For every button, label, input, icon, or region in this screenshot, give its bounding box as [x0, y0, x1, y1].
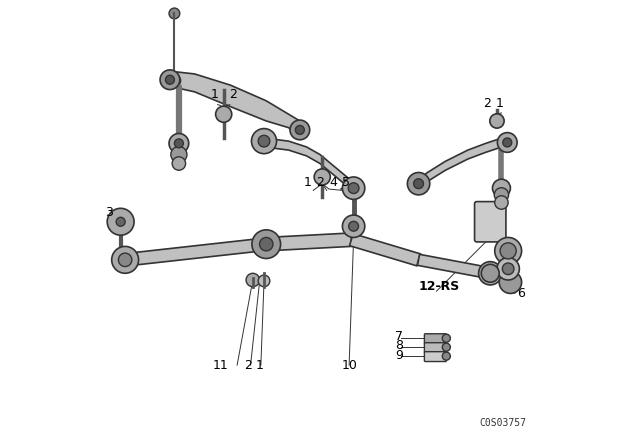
Circle shape	[493, 179, 511, 197]
Polygon shape	[417, 254, 492, 279]
Circle shape	[258, 275, 270, 287]
Circle shape	[172, 157, 186, 170]
Text: 10: 10	[341, 358, 357, 372]
Text: 2: 2	[316, 176, 324, 189]
Circle shape	[246, 273, 260, 287]
Text: 1: 1	[303, 176, 312, 189]
Circle shape	[349, 221, 358, 231]
Text: 8: 8	[396, 339, 403, 353]
Circle shape	[348, 183, 359, 194]
Text: 2: 2	[228, 88, 237, 101]
Polygon shape	[124, 238, 267, 266]
Circle shape	[342, 177, 365, 199]
Circle shape	[108, 208, 134, 235]
Text: 6: 6	[517, 287, 525, 300]
Text: 5: 5	[342, 176, 350, 189]
Circle shape	[494, 188, 509, 202]
FancyBboxPatch shape	[424, 334, 446, 344]
Circle shape	[481, 264, 499, 282]
Circle shape	[442, 352, 451, 360]
Circle shape	[252, 230, 280, 258]
Circle shape	[442, 343, 451, 351]
Circle shape	[497, 258, 520, 280]
Circle shape	[116, 217, 125, 226]
Circle shape	[408, 172, 430, 195]
Circle shape	[413, 179, 424, 189]
Circle shape	[160, 70, 180, 90]
Circle shape	[499, 271, 522, 293]
Circle shape	[252, 129, 276, 154]
Text: 1: 1	[255, 358, 264, 372]
Circle shape	[479, 262, 502, 285]
Circle shape	[497, 133, 517, 152]
Circle shape	[296, 125, 305, 134]
Circle shape	[342, 215, 365, 237]
Circle shape	[118, 253, 132, 267]
Circle shape	[495, 237, 522, 264]
FancyBboxPatch shape	[475, 202, 506, 242]
Polygon shape	[257, 137, 356, 193]
Text: 4: 4	[330, 176, 337, 189]
Circle shape	[169, 134, 189, 153]
FancyBboxPatch shape	[424, 352, 446, 362]
Circle shape	[500, 243, 516, 259]
Text: 7: 7	[396, 329, 403, 343]
Circle shape	[112, 246, 139, 273]
Circle shape	[485, 268, 495, 279]
Circle shape	[168, 74, 180, 87]
Circle shape	[171, 146, 187, 163]
Polygon shape	[165, 72, 300, 139]
Circle shape	[290, 120, 310, 140]
Circle shape	[258, 135, 270, 147]
Polygon shape	[419, 138, 508, 188]
Circle shape	[495, 196, 508, 209]
Circle shape	[216, 106, 232, 122]
Circle shape	[490, 114, 504, 128]
Polygon shape	[266, 233, 352, 251]
Circle shape	[174, 139, 184, 148]
Circle shape	[260, 237, 273, 251]
Text: C0S03757: C0S03757	[479, 418, 526, 428]
Text: 1: 1	[495, 97, 503, 110]
Circle shape	[169, 8, 180, 19]
Circle shape	[503, 138, 512, 147]
Text: 11: 11	[212, 358, 228, 372]
Circle shape	[314, 169, 330, 185]
Text: 1: 1	[211, 88, 219, 101]
Circle shape	[166, 75, 174, 84]
Text: 12-RS: 12-RS	[419, 280, 460, 293]
Text: 9: 9	[396, 349, 403, 362]
Circle shape	[502, 263, 514, 275]
Text: 2: 2	[244, 358, 252, 372]
Circle shape	[442, 334, 451, 342]
Text: 3: 3	[105, 206, 113, 220]
Polygon shape	[349, 234, 420, 266]
Text: 2: 2	[483, 97, 491, 110]
FancyBboxPatch shape	[424, 343, 446, 353]
